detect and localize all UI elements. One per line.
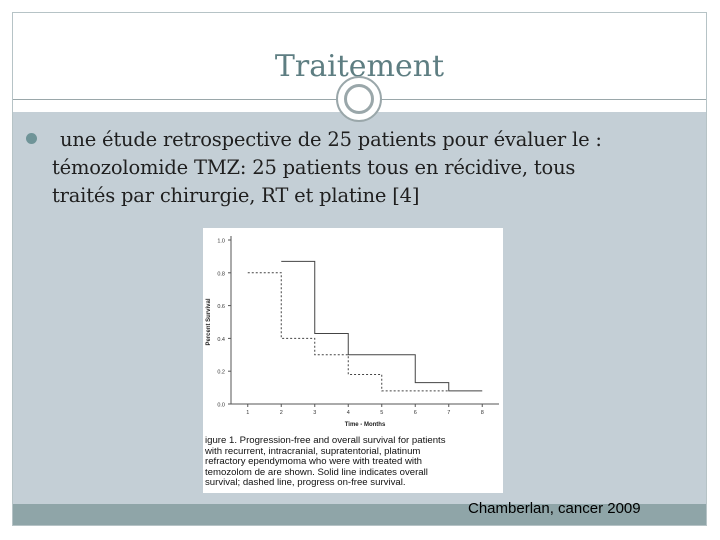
y-axis-label: Percent Survival [206, 298, 212, 345]
y-tick-label: 0.0 [217, 403, 225, 409]
x-tick-label: 7 [447, 410, 450, 416]
bullet-line-2: témozolomide TMZ: 25 patients tous en ré… [52, 156, 576, 179]
series-line-dashed [247, 272, 449, 392]
slide-frame [12, 12, 707, 526]
caption-line-1: igure 1. Progression-free and overall su… [205, 435, 446, 446]
y-tick-label: 1.0 [217, 239, 225, 245]
bullet-line-3: traités par chirurgie, RT et platine [4] [52, 184, 420, 207]
x-tick-label: 3 [313, 410, 316, 416]
circle-ornament-icon [336, 76, 382, 122]
caption-line-4: temozolom de are shown. Solid line indic… [205, 466, 428, 478]
y-tick-label: 0.6 [217, 304, 225, 310]
circle-ornament-inner [344, 84, 374, 114]
caption-line-3: refractory ependymoma who were with trea… [205, 456, 423, 468]
bullet-line-1: une étude retrospective de 25 patients p… [60, 128, 602, 151]
caption-line-2: with recurrent, intracranial, supratento… [205, 445, 421, 457]
survival-chart: 0.0 0.2 0.4 0.6 0.8 1.0 1 2 3 4 5 6 7 8 Time - Months P… [206, 236, 499, 428]
x-tick-label: 8 [481, 410, 484, 416]
y-tick-label: 0.4 [217, 337, 225, 343]
x-tick-label: 4 [347, 410, 350, 416]
bullet-item: une étude retrospective de 25 patients p… [26, 126, 692, 210]
survival-figure: 0.0 0.2 0.4 0.6 0.8 1.0 1 2 3 4 5 6 7 8 Time - Months P… [203, 228, 503, 493]
y-tick-label: 0.8 [217, 271, 225, 277]
x-tick-label: 1 [246, 410, 249, 416]
figure-caption: igure 1. Progression-free and overall su… [205, 435, 501, 489]
y-tick-label: 0.2 [217, 370, 225, 376]
series-line-solid [281, 260, 483, 392]
bullet-dot-icon [26, 133, 37, 144]
citation: Chamberlan, cancer 2009 [468, 500, 641, 517]
caption-line-5: survival; dashed line, progress on-free … [205, 477, 406, 489]
x-axis-label: Time - Months [345, 422, 386, 428]
footer-bar [13, 504, 706, 525]
x-tick-label: 2 [280, 410, 283, 416]
x-tick-label: 5 [380, 410, 383, 416]
x-tick-label: 6 [414, 410, 417, 416]
